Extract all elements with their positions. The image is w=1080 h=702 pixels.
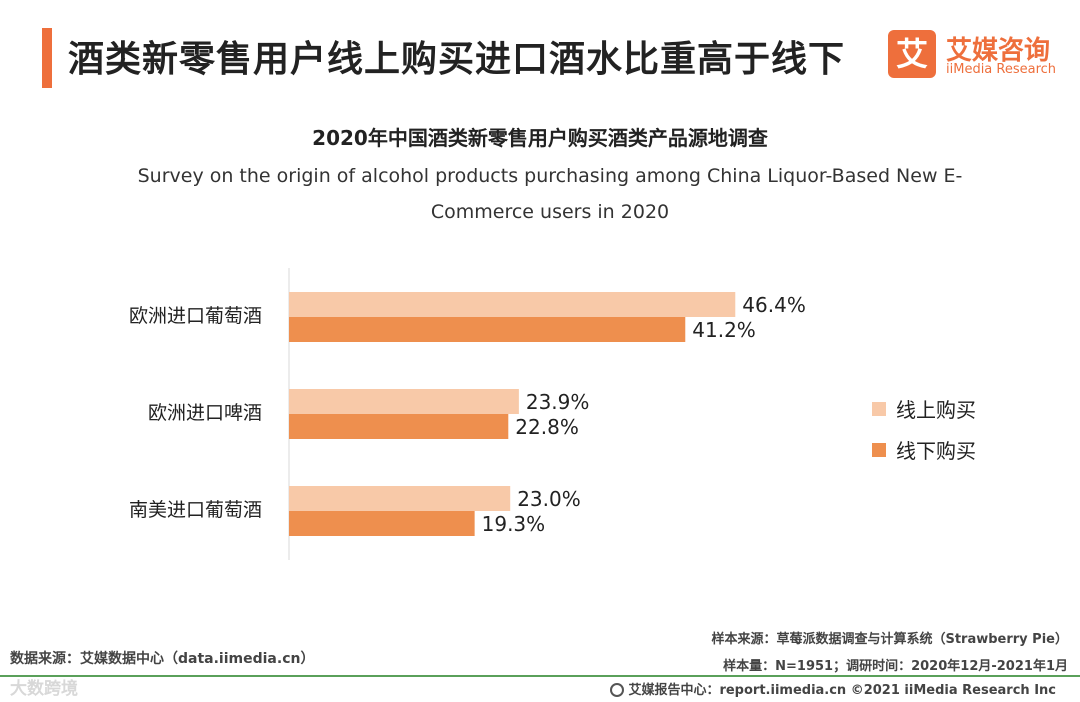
chart-subtitle: Survey on the origin of alcohol products… — [137, 165, 963, 223]
bar-online — [289, 486, 511, 511]
bar-offline — [289, 414, 509, 439]
legend-label: 线上购买 — [896, 398, 976, 422]
chart-title: 2020年中国酒类新零售用户购买酒类产品源地调查 — [312, 126, 768, 150]
data-source: 数据来源：艾媒数据中心（data.iimedia.cn） — [10, 651, 315, 667]
globe-icon — [610, 683, 625, 697]
category-label: 欧洲进口啤酒 — [148, 402, 262, 424]
data-label: 41.2% — [692, 318, 756, 342]
data-label: 23.9% — [526, 390, 590, 414]
report-center-text: 艾媒报告中心：report.iimedia.cn ©2021 iiMedia R… — [628, 683, 1056, 698]
sample-size: 样本量：N=1951；调研时间：2020年12月-2021年1月 — [723, 659, 1068, 674]
data-label: 23.0% — [517, 487, 581, 511]
logo-english-text: iiMedia Research — [946, 62, 1057, 77]
watermark: 大数跨境 — [10, 679, 78, 699]
logo-mark-icon: 艾 — [888, 30, 936, 78]
category-label: 欧洲进口葡萄酒 — [129, 305, 262, 327]
bar-offline — [289, 511, 475, 536]
bar-online — [289, 389, 519, 414]
data-label: 22.8% — [515, 415, 579, 439]
data-label: 19.3% — [482, 512, 546, 536]
category-label: 南美进口葡萄酒 — [129, 499, 262, 521]
bar-online — [289, 292, 736, 317]
legend-label: 线下购买 — [896, 439, 976, 463]
sample-source: 样本来源：草莓派数据调查与计算系统（Strawberry Pie） — [711, 632, 1068, 647]
title-accent-bar — [42, 28, 52, 88]
legend-swatch — [872, 443, 886, 457]
data-label: 46.4% — [742, 293, 806, 317]
page-title: 酒类新零售用户线上购买进口酒水比重高于线下 — [68, 39, 846, 80]
footer-divider — [0, 675, 1080, 677]
report-center: 艾媒报告中心：report.iimedia.cn ©2021 iiMedia R… — [610, 679, 1056, 698]
iimedia-logo: 艾 艾媒咨询 iiMedia Research — [888, 30, 1068, 84]
legend-swatch — [872, 402, 886, 416]
bar-offline — [289, 317, 686, 342]
logo-chinese-text: 艾媒咨询 — [946, 36, 1051, 66]
